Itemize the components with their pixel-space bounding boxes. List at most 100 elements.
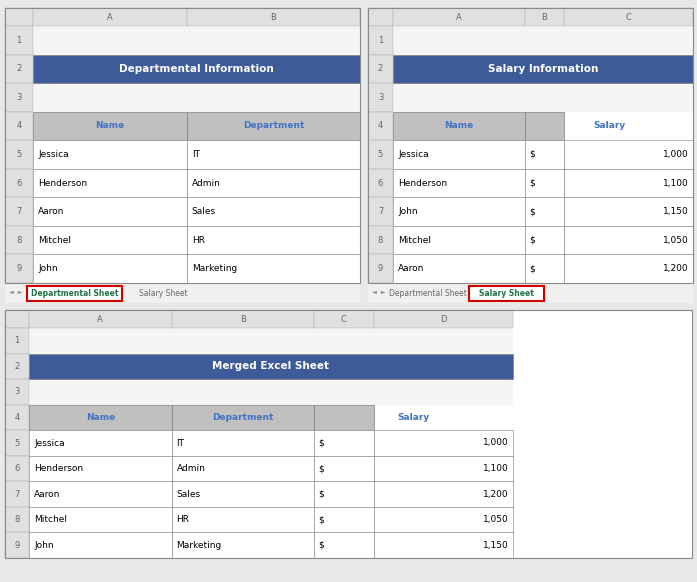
Bar [314,507,374,533]
Bar [564,226,693,254]
Text: A: A [456,12,462,22]
Bar [29,353,513,379]
Bar [29,507,171,533]
Text: 9: 9 [378,264,383,273]
Bar [33,254,360,283]
Bar [187,112,360,140]
Text: 1,200: 1,200 [664,264,689,273]
Bar [393,169,693,197]
Bar [33,226,187,254]
Bar [368,83,393,112]
Bar [525,112,564,140]
Text: $: $ [318,489,324,499]
Bar [374,310,513,328]
Text: Jessica: Jessica [38,150,68,159]
Bar [525,140,564,169]
Bar [29,456,171,481]
Bar [525,254,564,283]
Text: HR: HR [192,236,205,244]
Text: Salary Sheet: Salary Sheet [139,289,187,298]
Bar [5,169,33,197]
Bar [393,226,525,254]
Text: $: $ [318,515,324,524]
Text: Name: Name [95,122,125,130]
Text: 1,100: 1,100 [664,179,689,187]
Text: Aaron: Aaron [38,207,64,216]
Bar [564,197,693,226]
Text: 2: 2 [16,65,22,73]
Text: Admin: Admin [192,179,220,187]
Text: Marketing: Marketing [176,541,222,550]
Text: Marketing: Marketing [192,264,237,273]
Bar [368,55,393,83]
Bar [525,226,564,254]
Bar [393,55,693,83]
Bar [33,140,187,169]
Text: Departmental Sheet: Departmental Sheet [388,289,466,298]
Text: 5: 5 [16,150,22,159]
Bar [314,456,374,481]
Text: D: D [440,314,447,324]
Bar [29,533,171,558]
Text: Salary Sheet: Salary Sheet [479,289,534,298]
Bar [374,456,513,481]
Bar [368,283,693,303]
Text: Mitchel: Mitchel [38,236,71,244]
Text: Name: Name [86,413,115,422]
Bar [5,533,29,558]
Text: 7: 7 [16,207,22,216]
Text: $: $ [318,541,324,550]
Text: Aaron: Aaron [34,489,61,499]
Text: 1,150: 1,150 [664,207,689,216]
Bar [368,254,393,283]
Text: Jessica: Jessica [398,150,429,159]
Text: 3: 3 [15,388,20,396]
Text: Sales: Sales [176,489,201,499]
Bar [393,226,693,254]
Bar [393,197,693,226]
Bar [393,112,525,140]
Text: A: A [98,314,103,324]
Text: C: C [626,12,631,22]
Bar [374,481,513,507]
Bar [5,456,29,481]
Bar [314,404,374,430]
Bar [33,55,360,83]
Text: John: John [34,541,54,550]
Text: Name: Name [445,122,474,130]
Bar [5,226,33,254]
Bar [33,26,360,55]
Bar [5,404,29,430]
Bar [5,112,33,140]
Text: 2: 2 [15,362,20,371]
Text: $: $ [529,179,535,187]
Text: 9: 9 [16,264,22,273]
Text: 4: 4 [378,122,383,130]
Text: ◄  ►: ◄ ► [9,290,22,296]
Text: 8: 8 [15,515,20,524]
Bar [368,8,693,283]
Bar [29,379,513,404]
Text: Sales: Sales [192,207,216,216]
Bar [393,8,525,26]
Text: 6: 6 [378,179,383,187]
Text: 5: 5 [378,150,383,159]
Bar [171,310,314,328]
Bar [368,8,693,283]
Bar [5,197,33,226]
Bar [368,112,393,140]
Bar [5,310,692,558]
Text: $: $ [318,464,324,473]
Bar [33,254,187,283]
Bar [187,169,360,197]
Bar [564,8,693,26]
Bar [525,169,564,197]
Bar [314,481,374,507]
Bar [393,55,693,83]
Bar [33,169,360,197]
Text: Mitchel: Mitchel [34,515,67,524]
Text: 1,000: 1,000 [483,438,509,448]
Bar [393,169,525,197]
Bar [187,8,360,26]
Bar [29,310,171,328]
